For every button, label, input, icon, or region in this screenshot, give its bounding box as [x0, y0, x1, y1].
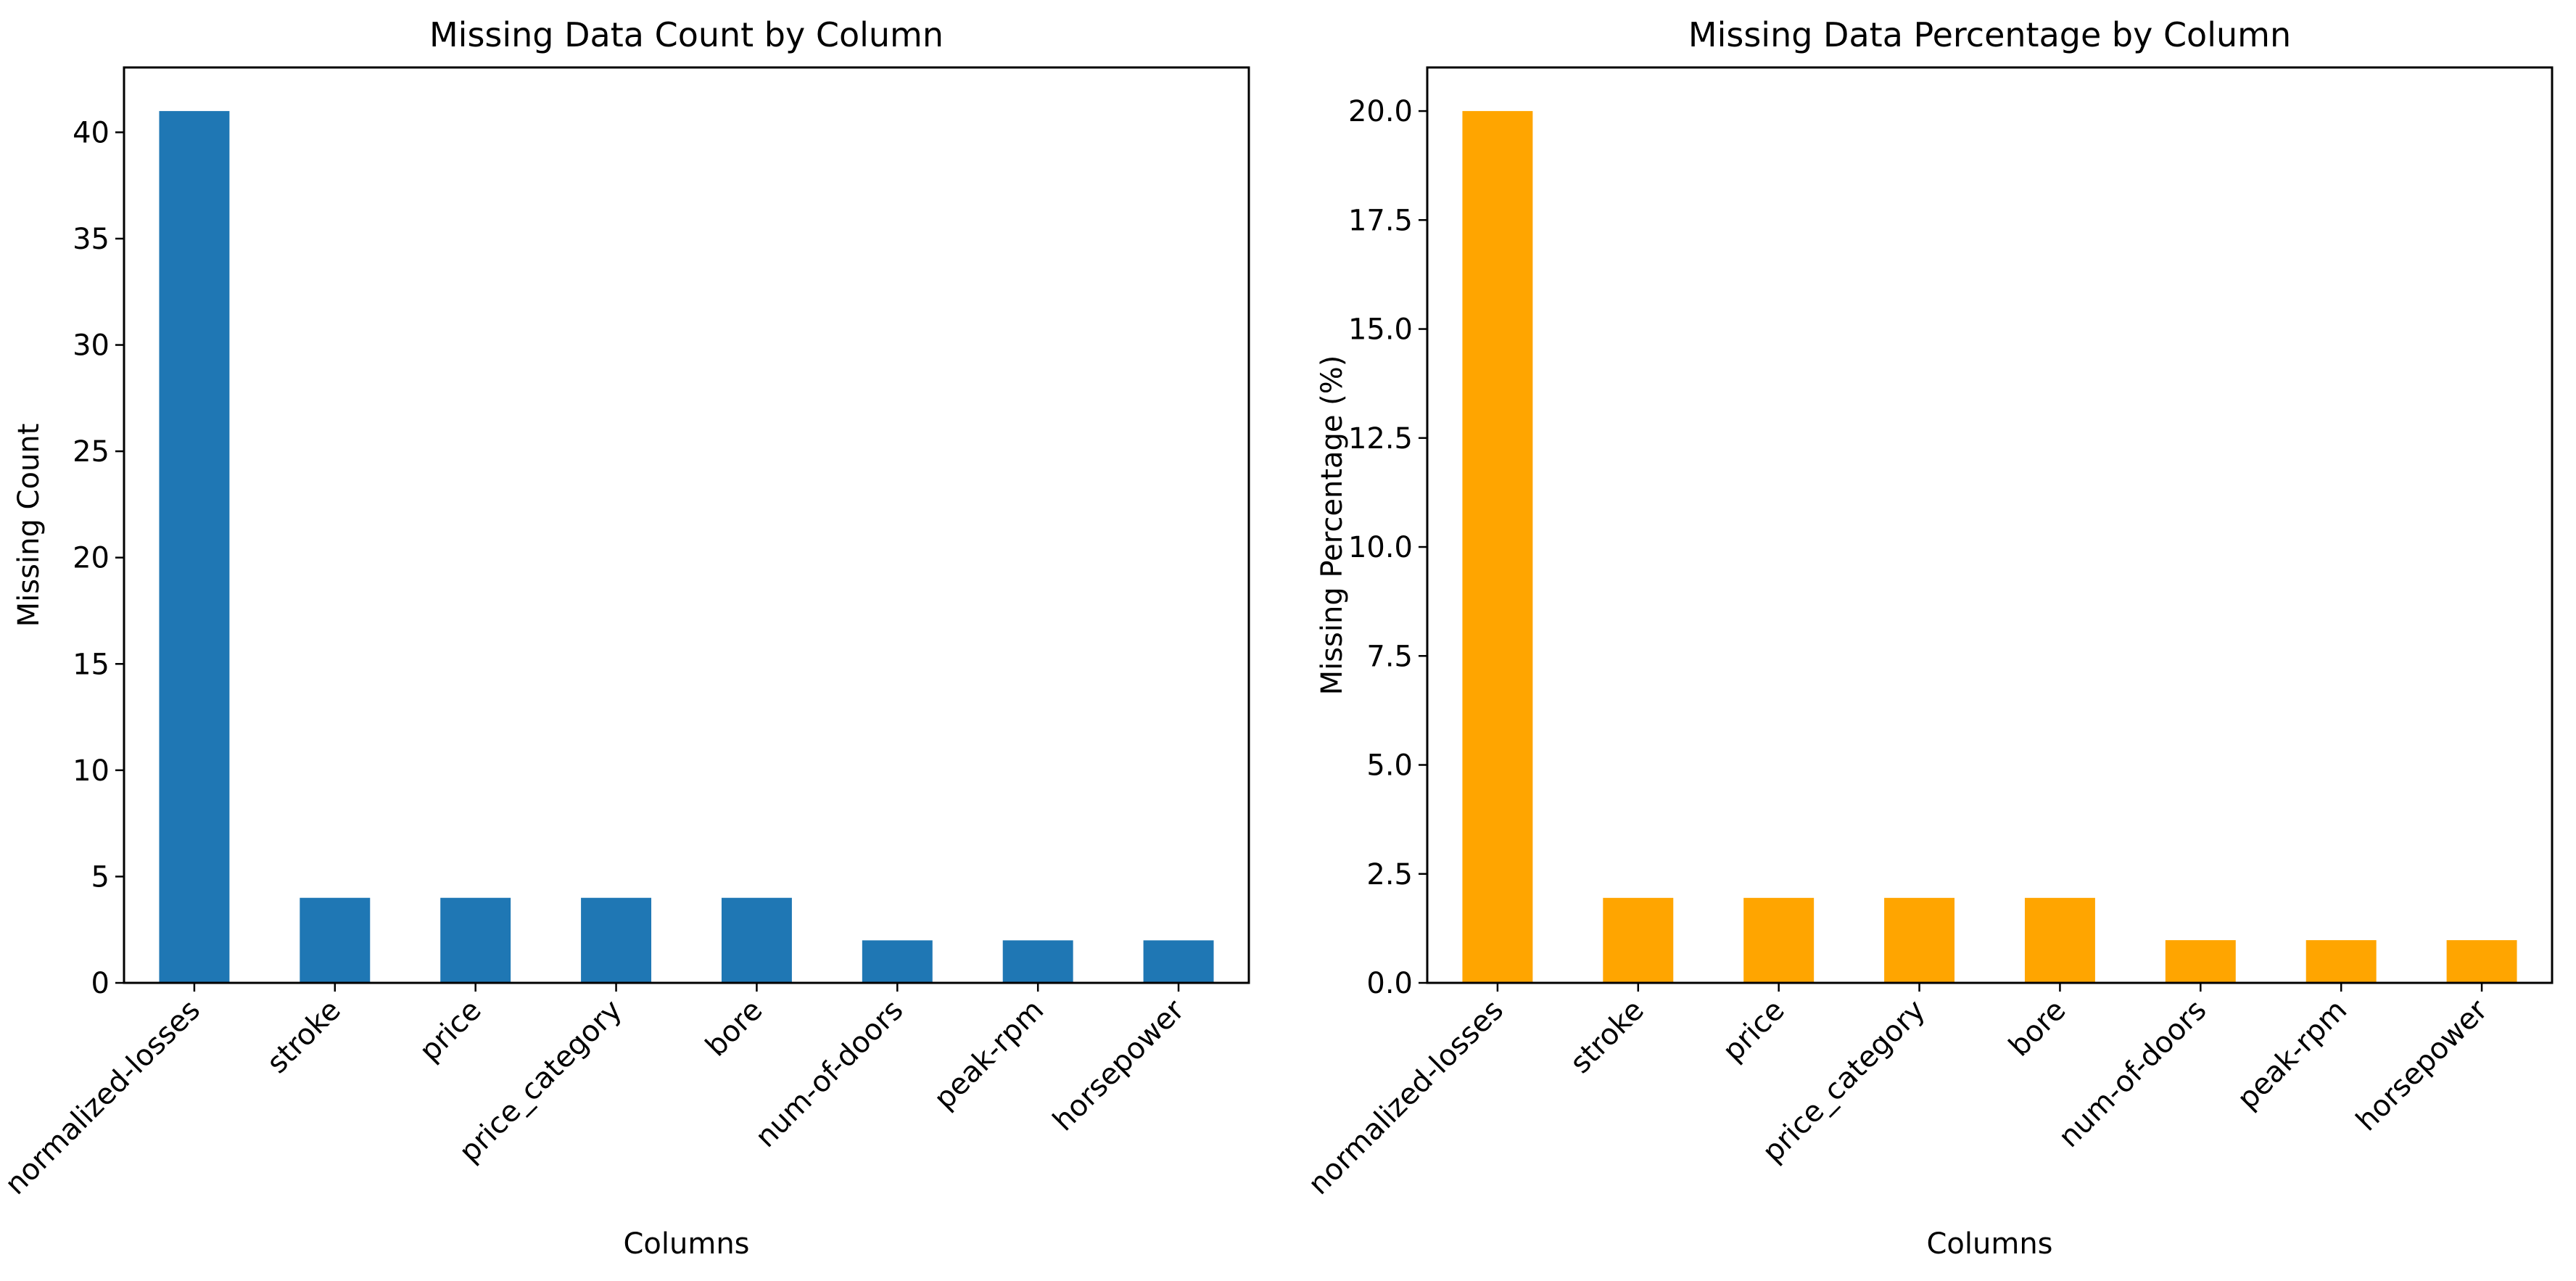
- y-tick-label: 12.5: [1348, 422, 1413, 456]
- x-tick-label: horsepower: [2350, 993, 2494, 1137]
- bar-price: [440, 897, 511, 983]
- y-tick-label: 17.5: [1348, 204, 1413, 237]
- y-tick-label: 5: [91, 860, 110, 894]
- bar-peak-rpm: [1002, 940, 1073, 983]
- x-tick-label: price: [1717, 994, 1791, 1068]
- x-tick-label: price: [413, 994, 488, 1068]
- x-tick-label: bore: [699, 994, 769, 1063]
- count-chart: Missing Data Count by Column Columns Mis…: [0, 15, 1250, 1261]
- y-axis-label: Missing Count: [12, 424, 46, 627]
- chart-title: Missing Data Count by Column: [429, 15, 944, 54]
- y-tick-label: 35: [73, 223, 110, 256]
- percentage-chart: Missing Data Percentage by Column Column…: [1302, 15, 2554, 1261]
- y-tick-label: 2.5: [1366, 858, 1413, 891]
- bar-bore: [2024, 897, 2095, 983]
- bar-stroke: [1603, 897, 1674, 983]
- x-tick-label: peak-rpm: [2231, 994, 2353, 1116]
- y-tick-label: 0: [91, 967, 110, 1000]
- bar-price: [1743, 897, 1815, 983]
- y-tick-label: 0.0: [1366, 967, 1413, 1000]
- x-tick-label: normalized-losses: [1302, 994, 1510, 1202]
- x-tick-label: peak-rpm: [928, 994, 1050, 1116]
- bar-num-of-doors: [862, 940, 933, 983]
- y-tick-label: 10: [73, 754, 110, 788]
- bar-price_category: [1884, 897, 1955, 983]
- y-tick-label: 7.5: [1366, 640, 1413, 673]
- y-tick-label: 15.0: [1348, 313, 1413, 347]
- bar-num-of-doors: [2165, 940, 2236, 983]
- y-tick-label: 30: [73, 329, 110, 363]
- chart-title: Missing Data Percentage by Column: [1688, 15, 2291, 54]
- x-axis-label: Columns: [623, 1227, 749, 1261]
- bars: [1462, 111, 2517, 984]
- x-tick-label: horsepower: [1046, 993, 1191, 1137]
- y-tick-label: 15: [73, 648, 110, 681]
- plot-frame: [1426, 66, 2554, 984]
- y-tick-label: 20: [73, 542, 110, 575]
- bar-stroke: [300, 897, 371, 983]
- bar-horsepower: [2446, 940, 2517, 983]
- bar-peak-rpm: [2305, 940, 2377, 983]
- plot-frame: [123, 66, 1250, 984]
- x-tick-label: num-of-doors: [749, 994, 910, 1155]
- bar-horsepower: [1143, 940, 1214, 983]
- x-tick-label: num-of-doors: [2052, 994, 2213, 1155]
- bar-normalized-losses: [1462, 111, 1533, 984]
- bar-bore: [721, 897, 792, 983]
- bars: [159, 111, 1214, 984]
- x-tick-label: stroke: [1564, 994, 1650, 1080]
- y-tick-label: 5.0: [1366, 749, 1413, 783]
- x-axis-label: Columns: [1926, 1227, 2052, 1261]
- bar-price_category: [581, 897, 652, 983]
- y-tick-label: 20.0: [1348, 95, 1413, 128]
- x-tick-label: stroke: [260, 994, 347, 1080]
- y-tick-label: 10.0: [1348, 531, 1413, 564]
- y-tick-label: 40: [73, 116, 110, 149]
- y-axis-label: Missing Percentage (%): [1316, 355, 1349, 696]
- bar-normalized-losses: [159, 111, 230, 984]
- x-tick-label: normalized-losses: [0, 994, 207, 1202]
- x-tick-label: bore: [2002, 994, 2072, 1063]
- y-tick-label: 25: [73, 435, 110, 469]
